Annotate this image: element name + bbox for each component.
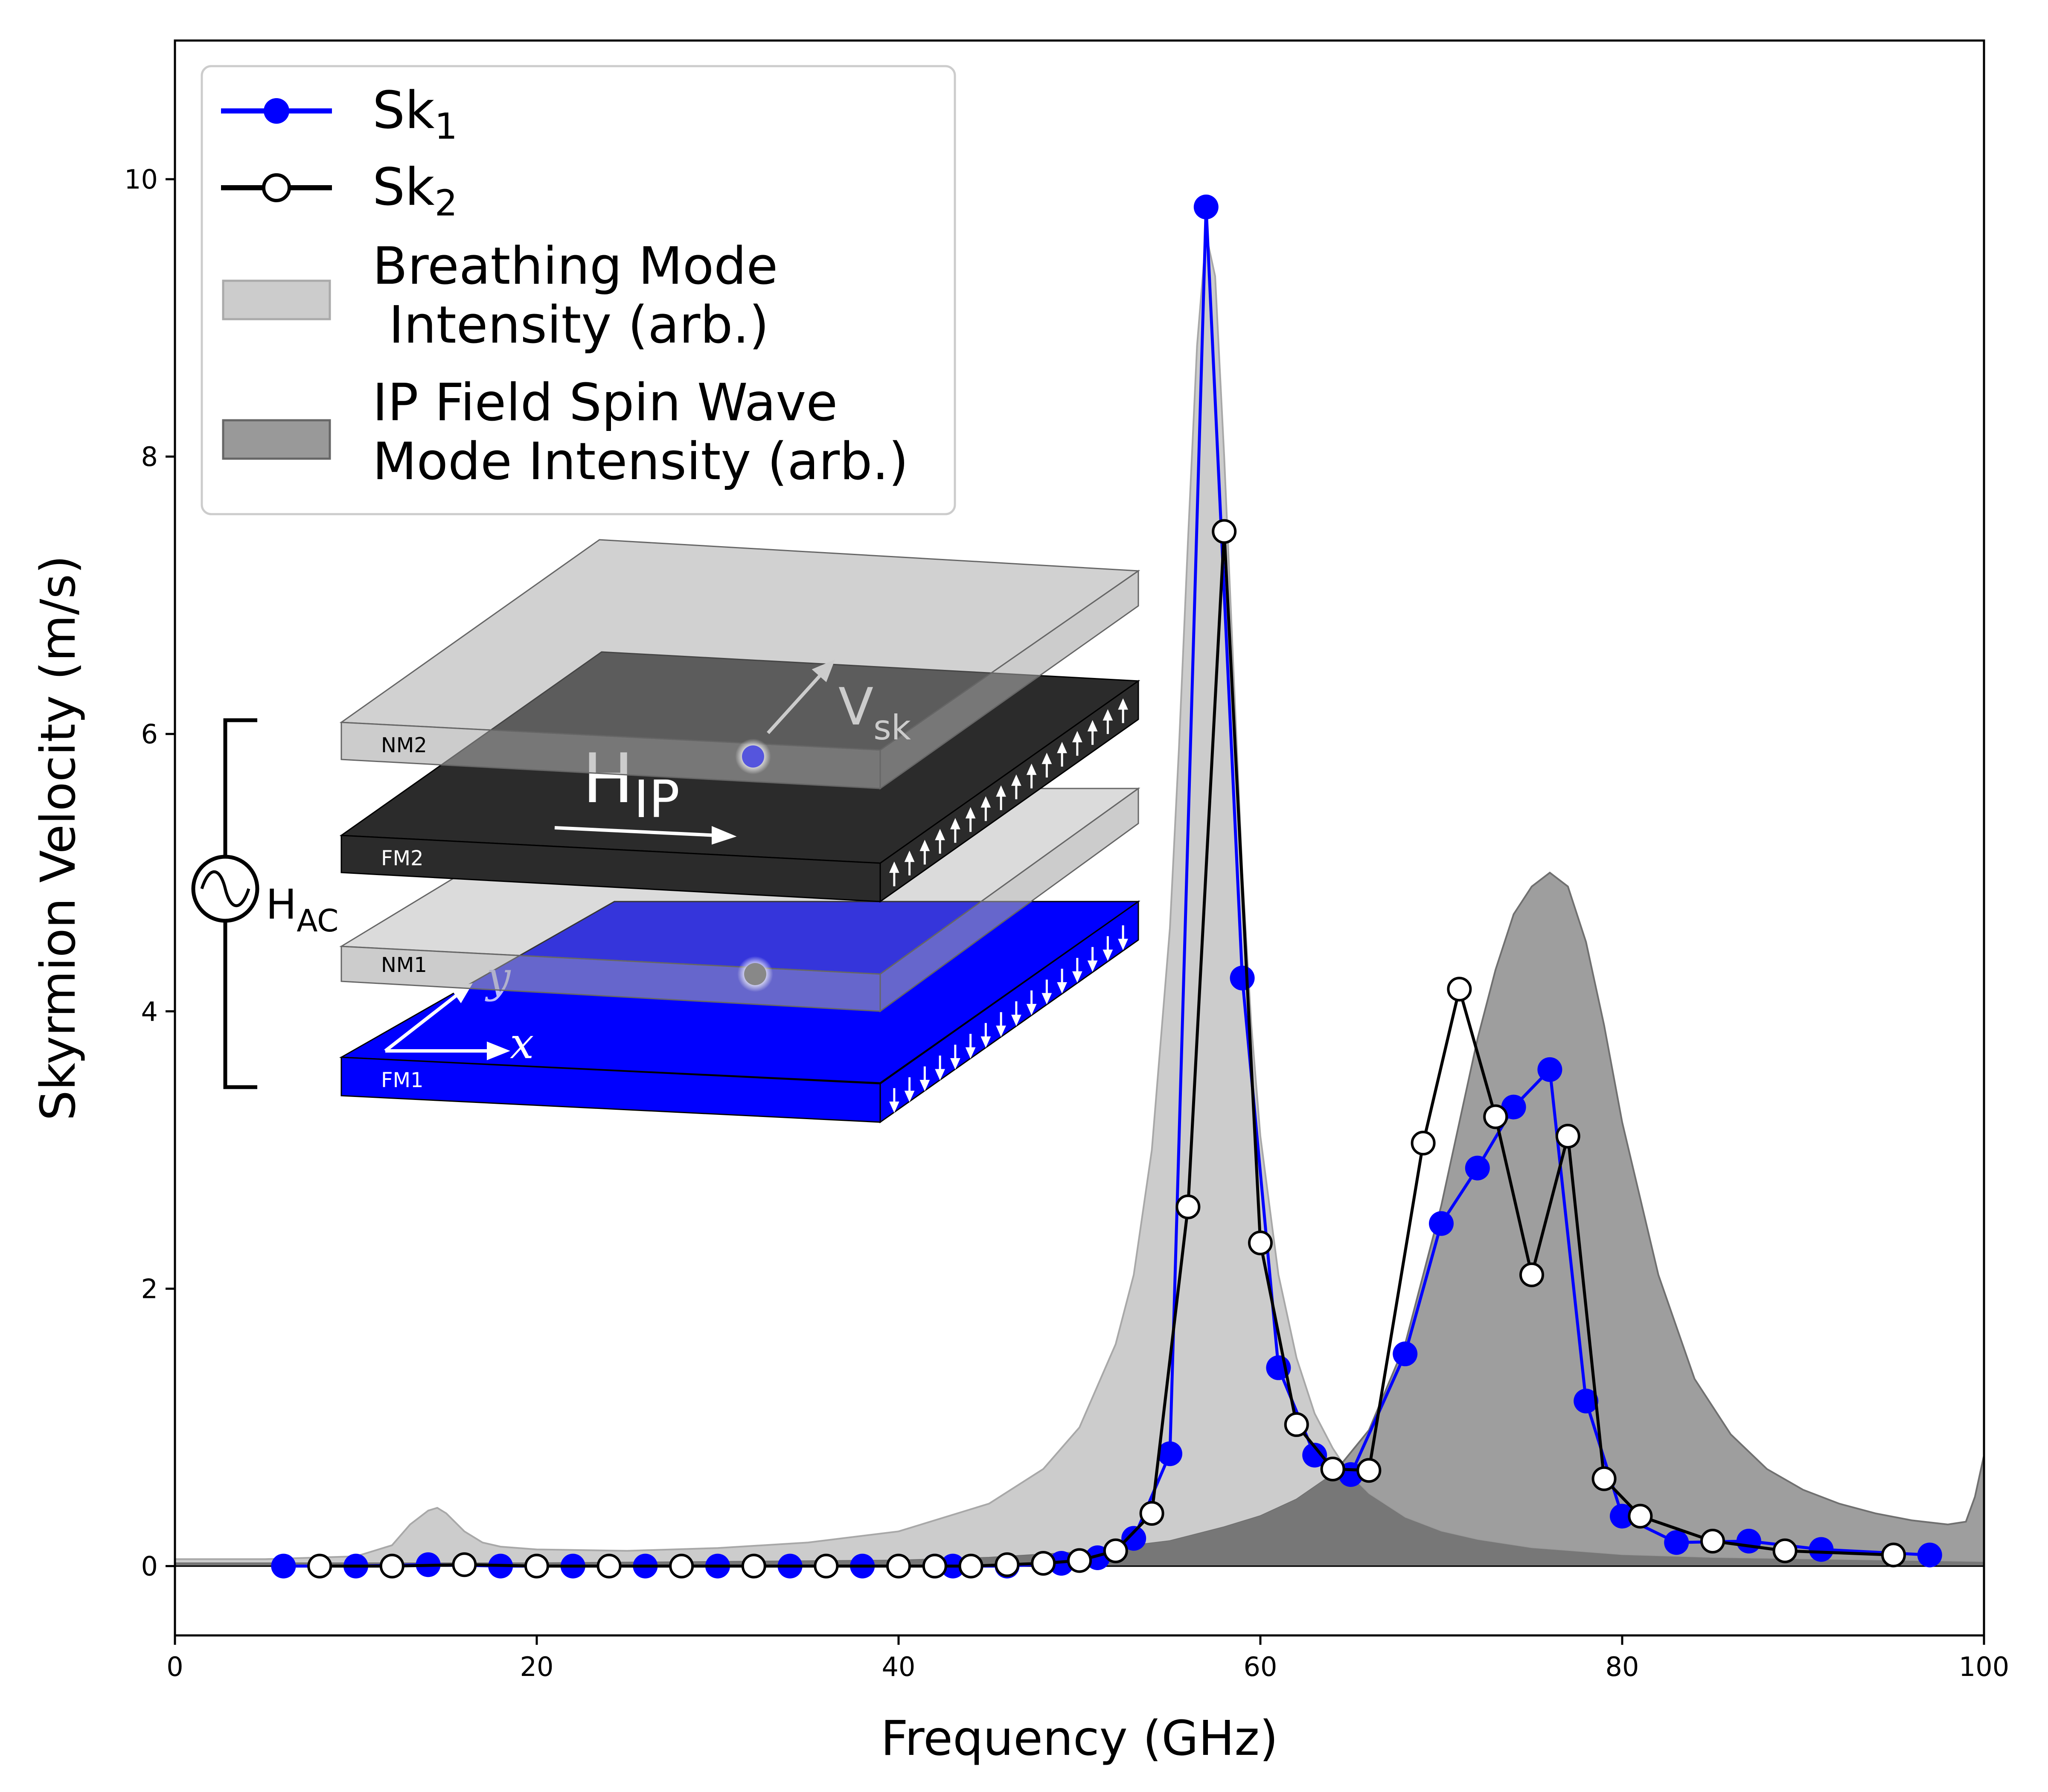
y-tick-label: 6 (141, 719, 158, 750)
sk1-point (1302, 1443, 1327, 1468)
sk2-point (1628, 1504, 1653, 1529)
sk1-point (1736, 1528, 1761, 1553)
axis-x-label: x (510, 1018, 534, 1068)
x-tick-label: 20 (520, 1651, 554, 1682)
sk2-point (886, 1553, 911, 1579)
x-axis-label: Frequency (GHz) (881, 1711, 1278, 1766)
sk1-point (1121, 1526, 1146, 1551)
sk2-point (1881, 1542, 1906, 1568)
legend-ip-line2: Mode Intensity (arb.) (372, 432, 908, 492)
legend-entry-sk2: Sk2 (221, 158, 457, 224)
hac-label: HAC (266, 881, 338, 939)
sk2-point (1067, 1548, 1092, 1573)
sk2-point (452, 1552, 477, 1577)
sk1-point (1501, 1094, 1526, 1120)
sk1-point (1429, 1211, 1454, 1236)
fm2-label: FM2 (381, 847, 424, 870)
fm1-label: FM1 (381, 1068, 424, 1092)
sk2-point (995, 1552, 1020, 1577)
y-tick-label: 8 (141, 441, 158, 472)
sk1-point (271, 1553, 296, 1579)
legend-entry-sk1: Sk1 (221, 81, 457, 147)
sk2-point (1411, 1131, 1436, 1156)
sk1-point (1393, 1341, 1418, 1367)
sk2-point (1248, 1231, 1273, 1256)
legend-entry-ip-field: IP Field Spin Wave Mode Intensity (arb.) (222, 373, 908, 492)
x-ticks: 0 20 40 60 80 100 (166, 1635, 2009, 1682)
sk2-point (524, 1553, 549, 1579)
y-ticks: 0 2 4 6 8 10 (124, 164, 175, 1582)
sk2-point (1447, 977, 1472, 1002)
sk2-point (958, 1553, 983, 1579)
sk1-point (1809, 1537, 1834, 1562)
sk2-point (1139, 1501, 1164, 1526)
sk2-point (814, 1553, 839, 1579)
sk1-point (1574, 1388, 1599, 1414)
y-tick-label: 2 (141, 1273, 158, 1304)
sk2-point (1284, 1412, 1309, 1437)
sk2-point (1031, 1551, 1056, 1576)
sk1-point (1465, 1155, 1490, 1181)
sk1-point (1230, 966, 1255, 991)
sk2-point (669, 1553, 694, 1579)
legend-breathing-line2: Intensity (arb.) (372, 296, 769, 355)
vsk-arrow (767, 659, 835, 734)
sk1-point (1193, 195, 1219, 220)
sk2-point (922, 1553, 947, 1579)
sk2-point (1103, 1538, 1128, 1563)
vsk-label: Vsk (838, 678, 911, 748)
nm2-label: NM2 (381, 733, 427, 757)
sk2-point (1175, 1194, 1201, 1219)
sk1-point (1664, 1530, 1689, 1555)
legend-sk1-label: Sk1 (372, 81, 457, 147)
sk2-point (307, 1553, 332, 1579)
sk2-point (1320, 1456, 1345, 1481)
y-tick-label: 0 (141, 1551, 158, 1582)
sk2-point (1700, 1528, 1725, 1553)
nm1-label: NM1 (381, 953, 427, 977)
legend-ip-line1: IP Field Spin Wave (372, 373, 838, 433)
y-axis-label: Skyrmion Velocity (m/s) (31, 555, 86, 1120)
hip-arrow (554, 826, 737, 845)
legend: Sk1 Sk2 Breathing Mode Intensity (arb.) … (201, 65, 956, 515)
nm2-layer: NM2 Vsk (339, 539, 1140, 790)
y-tick-label: 10 (124, 164, 158, 195)
sk2-points (307, 519, 1906, 1579)
sk2-point (379, 1553, 404, 1579)
sk1-point (1537, 1057, 1562, 1082)
sk2-point (596, 1553, 622, 1579)
x-tick-label: 0 (166, 1651, 183, 1682)
layer-stack-inset: FM1 x y NM1 FM2 (191, 539, 1140, 1123)
ac-source (191, 718, 259, 1089)
x-tick-label: 80 (1606, 1651, 1639, 1682)
x-tick-label: 60 (1244, 1651, 1277, 1682)
legend-entry-breathing: Breathing Mode Intensity (arb.) (222, 237, 778, 355)
sk2-point (1483, 1104, 1508, 1129)
fm1-spin-arrows (889, 925, 1128, 1113)
sk2-point (741, 1553, 766, 1579)
sk2-point (1591, 1466, 1617, 1491)
x-tick-label: 40 (882, 1651, 916, 1682)
y-tick-label: 4 (141, 996, 158, 1027)
sk2-point (1555, 1123, 1580, 1149)
sk1-point (1917, 1542, 1942, 1568)
fm2-spin-arrows (889, 698, 1128, 887)
sk2-point (1356, 1458, 1382, 1483)
sk1-point (1610, 1504, 1635, 1529)
sk2-point (1772, 1538, 1798, 1563)
plot-frame (174, 39, 1985, 1637)
coordinate-axes (384, 983, 510, 1060)
sk2-point (1519, 1262, 1544, 1287)
legend-sk2-label: Sk2 (372, 158, 457, 224)
sk1-point (1158, 1441, 1182, 1466)
fm2-layer: FM2 HIP (339, 651, 1140, 903)
legend-breathing-line1: Breathing Mode (372, 237, 778, 296)
sk2-point (1212, 519, 1237, 544)
x-tick-label: 100 (1959, 1651, 2009, 1682)
